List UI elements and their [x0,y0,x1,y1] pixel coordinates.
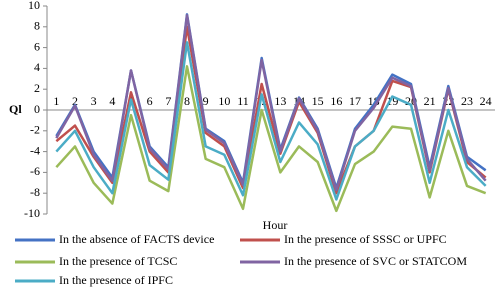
y-tick-label: 0 [34,102,40,116]
legend-label: In the presence of IPFC [59,273,173,287]
series-line [55,14,487,192]
x-tick-label: 8 [184,94,190,108]
x-tick-label: 13 [274,94,286,108]
x-tick-label: 24 [480,94,492,108]
x-tick-label: 4 [109,94,115,108]
y-tick-label: -4 [30,143,40,157]
x-tick-label: 17 [349,94,361,108]
x-tick-label: 15 [312,94,324,108]
x-tick-label: 16 [330,94,342,108]
y-tick-label: 2 [34,81,40,95]
y-tick-label: -2 [30,123,40,137]
series-line [55,41,487,201]
y-tick-label: -10 [24,206,40,220]
y-tick-label: 8 [34,19,40,33]
x-axis-label: Hour [263,218,288,232]
legend-label: In the presence of TCSC [59,254,177,268]
x-tick-label: 6 [147,94,153,108]
x-tick-label: 23 [461,94,473,108]
legend-label: In the presence of SVC or STATCOM [284,254,467,268]
x-tick-label: 1 [53,94,59,108]
y-tick-label: -8 [30,185,40,199]
x-tick-label: 11 [237,94,249,108]
legend-label: In the absence of FACTS device [59,232,214,246]
x-tick-label: 9 [203,94,209,108]
y-tick-label: -6 [30,164,40,178]
series-line [55,65,487,213]
y-tick-label: 6 [34,39,40,53]
legend-label: In the presence of SSSC or UPFC [284,232,447,246]
x-tick-label: 2 [72,94,78,108]
y-tick-label: 10 [28,0,40,12]
x-tick-label: 7 [165,94,171,108]
y-tick-label: 4 [34,60,40,74]
x-tick-label: 10 [218,94,230,108]
x-tick-label: 3 [91,94,97,108]
y-axis-label: Ql [9,102,22,116]
x-tick-label: 21 [424,94,436,108]
